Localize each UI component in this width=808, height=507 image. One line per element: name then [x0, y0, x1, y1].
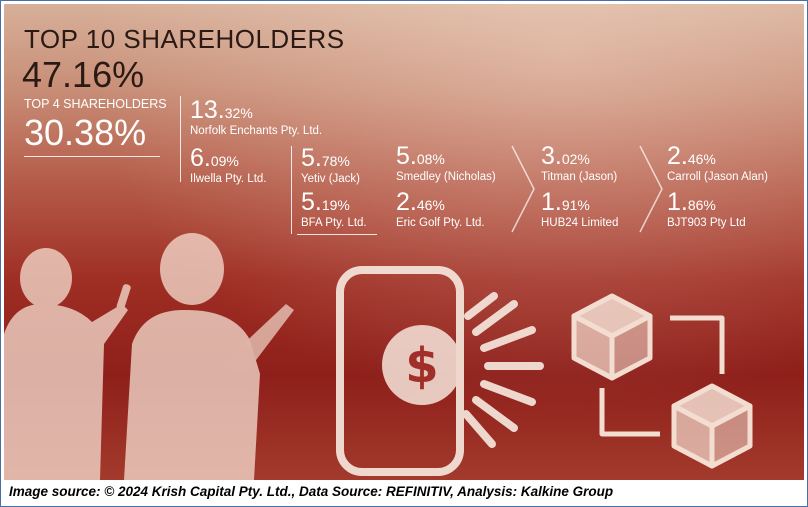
page-title: TOP 10 SHAREHOLDERS: [24, 24, 345, 54]
shareholder-percent: 1.91%: [541, 188, 590, 216]
illustration-layer: $: [4, 145, 753, 480]
shareholder-percent: 2.46%: [396, 188, 445, 216]
shareholder-percent: 13.32%: [190, 96, 253, 124]
divider: [24, 156, 160, 157]
shareholder-entry: 6.09% Ilwella Pty. Ltd.: [190, 144, 267, 185]
shareholder-name: Ilwella Pty. Ltd.: [190, 173, 267, 185]
divider: [291, 146, 292, 234]
chevron-right-icon: [639, 145, 663, 233]
shareholder-percent: 2.46%: [667, 142, 716, 170]
divider: [180, 96, 181, 182]
people-silhouette-icon: [4, 233, 294, 480]
shareholder-entry: 2.46% Carroll (Jason Alan): [667, 142, 768, 183]
shareholder-name: Smedley (Nicholas): [396, 171, 496, 183]
infographic-poster: $: [4, 4, 804, 480]
shareholder-entry: 1.86% BJT903 Pty Ltd: [667, 188, 746, 229]
shareholder-name: Norfolk Enchants Pty. Ltd.: [190, 125, 323, 137]
shareholder-entry: 5.19% BFA Pty. Ltd.: [301, 188, 367, 229]
top10-percent: 47.16%: [22, 54, 145, 95]
shareholder-name: Carroll (Jason Alan): [667, 171, 768, 183]
image-caption: Image source: © 2024 Krish Capital Pty. …: [9, 484, 614, 499]
shareholder-name: BFA Pty. Ltd.: [301, 217, 367, 229]
shareholder-name: BJT903 Pty Ltd: [667, 217, 746, 229]
top4-percent: 30.38%: [24, 112, 147, 153]
shareholder-name: Yetiv (Jack): [301, 173, 361, 185]
shareholder-percent: 6.09%: [190, 144, 239, 172]
blockchain-cubes-icon: [571, 293, 753, 469]
shareholder-name: HUB24 Limited: [541, 217, 619, 229]
shareholder-name: Eric Golf Pty. Ltd.: [396, 217, 485, 229]
chevron-right-icon: [511, 145, 535, 233]
shareholder-entry: 2.46% Eric Golf Pty. Ltd.: [396, 188, 485, 229]
top4-label: TOP 4 SHAREHOLDERS: [24, 97, 167, 111]
shareholder-percent: 5.78%: [301, 144, 350, 172]
shareholder-entry: 1.91% HUB24 Limited: [541, 188, 618, 229]
shareholder-percent: 5.08%: [396, 142, 445, 170]
shareholder-entry: 3.02% Titman (Jason): [541, 142, 617, 183]
shareholder-percent: 3.02%: [541, 142, 590, 170]
shareholder-entry: 5.78% Yetiv (Jack): [301, 144, 360, 185]
svg-text:$: $: [405, 338, 438, 394]
shareholder-name: Titman (Jason): [541, 171, 618, 183]
smartphone-dollar-icon: $: [336, 266, 544, 476]
shareholder-percent: 5.19%: [301, 188, 350, 216]
shareholder-percent: 1.86%: [667, 188, 716, 216]
divider: [297, 234, 377, 235]
shareholder-entry: 5.08% Smedley (Nicholas): [396, 142, 496, 183]
shareholder-entry: 13.32% Norfolk Enchants Pty. Ltd.: [190, 96, 322, 137]
